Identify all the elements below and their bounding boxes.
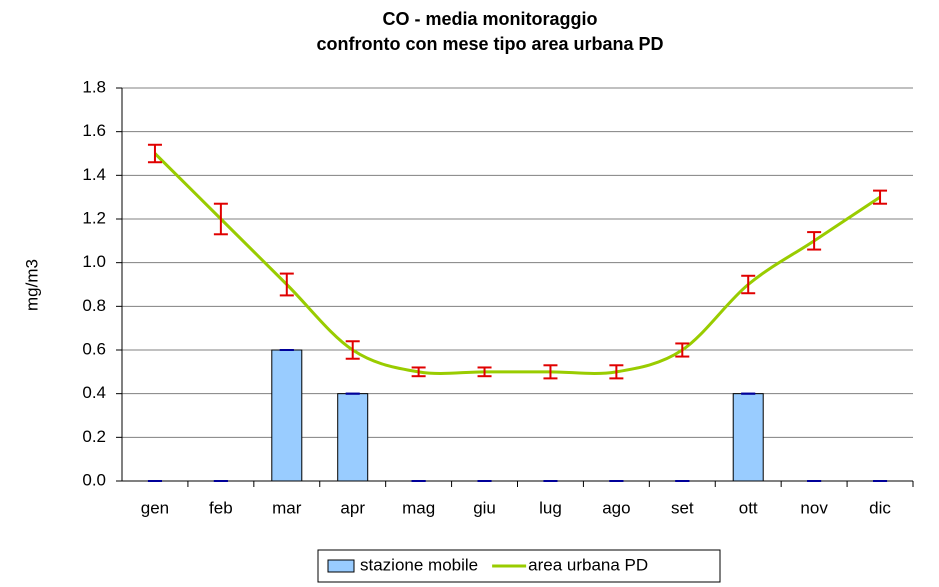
error-bar (609, 364, 624, 380)
legend-swatch (327, 559, 355, 573)
error-bar (213, 202, 228, 236)
line (153, 152, 881, 375)
x-tick-label: ott (739, 498, 758, 517)
error-bar (675, 342, 690, 358)
error-bar (543, 364, 558, 380)
error-bar (873, 189, 888, 205)
y-tick-label: 0.4 (82, 383, 106, 402)
y-axis-label: mg/m3 (22, 259, 41, 311)
error-bar (279, 272, 294, 297)
x-tick-label: giu (473, 498, 496, 517)
x-tick-label: dic (869, 498, 891, 517)
legend-label: stazione mobile (360, 555, 478, 574)
y-tick-label: 1.6 (82, 121, 106, 140)
x-tick-label: nov (800, 498, 828, 517)
x-tick-label: ago (602, 498, 630, 517)
y-tick-label: 1.8 (82, 77, 106, 96)
error-bar (147, 143, 162, 164)
x-tick-label: apr (340, 498, 365, 517)
x-tick-label: gen (141, 498, 169, 517)
legend-label: area urbana PD (528, 555, 648, 574)
bar (732, 393, 764, 482)
error-bar (345, 340, 360, 360)
chart-subtitle: confronto con mese tipo area urbana PD (316, 34, 663, 54)
x-tick-label: feb (209, 498, 233, 517)
y-tick-label: 0.2 (82, 427, 106, 446)
bar (337, 393, 369, 482)
y-tick-label: 1.4 (82, 165, 106, 184)
chart-title: CO - media monitoraggio (382, 9, 597, 29)
y-tick-label: 0.0 (82, 470, 106, 489)
y-tick-label: 0.8 (82, 296, 106, 315)
x-tick-label: lug (539, 498, 562, 517)
y-tick-label: 1.0 (82, 252, 106, 271)
x-tick-label: set (671, 498, 694, 517)
y-tick-label: 0.6 (82, 339, 106, 358)
y-tick-label: 1.2 (82, 208, 106, 227)
error-bar (477, 366, 492, 378)
x-tick-label: mag (402, 498, 435, 517)
x-tick-label: mar (272, 498, 302, 517)
error-bar (807, 231, 822, 251)
error-bar (411, 366, 426, 378)
error-bar (741, 274, 756, 295)
bar (271, 349, 303, 482)
